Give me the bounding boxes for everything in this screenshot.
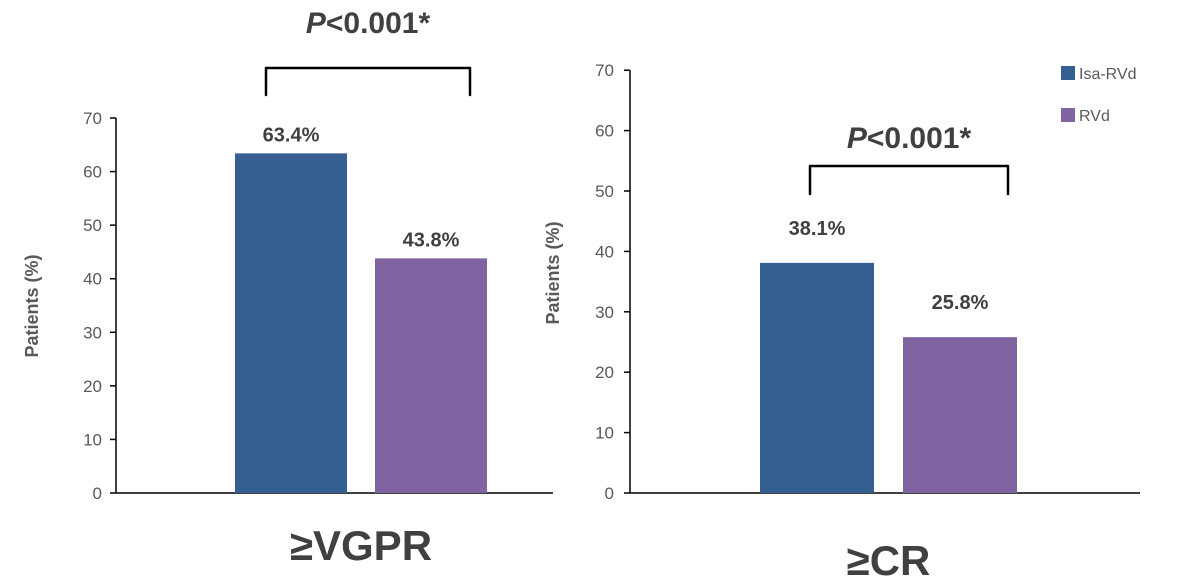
data-label: 63.4% (263, 124, 320, 146)
significance-bracket (264, 66, 472, 97)
y-tick-label: 70 (83, 109, 102, 128)
y-tick-label: 0 (605, 484, 614, 503)
data-label: 25.8% (932, 292, 989, 314)
bar-isa-rvd (235, 153, 347, 493)
p-value-text: <0.001* (326, 7, 431, 40)
y-tick-label: 40 (83, 270, 102, 289)
y-axis-label: Patients (%) (22, 254, 42, 357)
y-tick-label: 10 (83, 430, 102, 449)
p-value-italic: P (847, 122, 868, 155)
p-value-label: P<0.001* (847, 122, 972, 155)
bar-isa-rvd (760, 262, 874, 493)
chart-vgpr: 0 10 20 30 40 50 60 70 Patients (%) 63.4% 43.8% P<0… (22, 7, 553, 569)
y-tick-label: 30 (83, 323, 102, 342)
y-tick-label: 30 (595, 303, 614, 322)
data-label: 38.1% (789, 218, 846, 240)
y-tick-label: 40 (595, 242, 614, 261)
p-value-italic: P (306, 7, 327, 40)
chart-cr: 0 10 20 30 40 50 60 70 Patients (%) 38.1% 25.8% P<0… (543, 61, 1140, 577)
y-tick-label: 50 (595, 182, 614, 201)
significance-bracket (808, 164, 1010, 196)
y-axis-label: Patients (%) (543, 221, 563, 324)
legend: Isa-RVd RVd (1061, 66, 1137, 125)
data-label: 43.8% (403, 229, 460, 251)
y-tick-label: 50 (83, 216, 102, 235)
category-label: ≥VGPR (290, 522, 432, 569)
category-label: ≥CR (847, 537, 931, 577)
y-tick-label: 20 (83, 377, 102, 396)
bar-rvd (375, 258, 487, 493)
p-value-text: <0.001* (867, 122, 972, 155)
y-tick-label: 0 (93, 484, 102, 503)
legend-label: Isa-RVd (1079, 66, 1137, 83)
y-tick-label: 60 (595, 122, 614, 141)
legend-swatch (1061, 66, 1075, 80)
p-value-label: P<0.001* (306, 7, 431, 40)
bar-rvd (903, 337, 1017, 493)
y-tick-label: 20 (595, 363, 614, 382)
y-tick-label: 60 (83, 163, 102, 182)
y-tick-label: 10 (595, 424, 614, 443)
y-tick-label: 70 (595, 61, 614, 80)
legend-label: RVd (1079, 108, 1110, 125)
legend-swatch (1061, 108, 1075, 122)
